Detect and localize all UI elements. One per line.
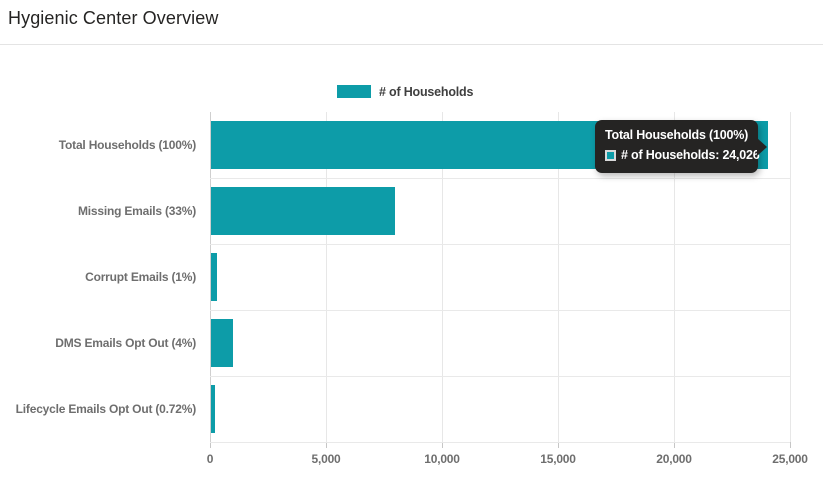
category-label: Lifecycle Emails Opt Out (0.72%) [15,402,197,416]
bar-dms-emails-opt-out-4[interactable] [211,319,234,367]
x-axis-tick-label: 25,000 [772,452,808,466]
bar-corrupt-emails-1[interactable] [211,253,217,301]
tooltip-value: # of Households: 24,026 [621,148,760,162]
row-separator [210,376,790,377]
page-title: Hygienic Center Overview [8,8,219,28]
vertical-gridline [442,112,443,442]
row-separator [210,178,790,179]
tooltip-arrow-icon [757,137,767,156]
bar-missing-emails-33[interactable] [211,187,395,235]
x-axis-tick-labels: 0 5,000 10,000 15,000 20,000 25,000 [206,452,808,468]
legend-item-households[interactable]: # of Households [337,84,473,99]
x-axis-tick-mark [790,442,791,448]
row-separator [210,310,790,311]
tooltip-title: Total Households (100%) [605,128,749,142]
vertical-gridline [674,112,675,442]
x-axis-tick-mark [442,442,443,448]
vertical-gridline [326,112,327,442]
tooltip-series-swatch-icon [605,149,616,161]
x-axis-tick-label: 5,000 [311,452,341,466]
vertical-gridline [558,112,559,442]
x-axis-tick-mark [326,442,327,448]
y-axis-category-labels: Total Households (100%) Missing Emails (3… [0,112,197,442]
tooltip: Total Households (100%) # of Households:… [595,120,767,173]
category-label: Missing Emails (33%) [77,204,196,218]
category-label: Corrupt Emails (1%) [85,270,196,284]
header-divider [0,44,823,45]
x-axis-tick-mark [210,442,211,448]
row-separator [210,244,790,245]
x-axis-tick-mark [558,442,559,448]
x-axis-tick-label: 0 [206,452,214,466]
category-label: DMS Emails Opt Out (4%) [55,336,196,350]
bar-lifecycle-emails-opt-out-0-72[interactable] [211,385,215,433]
category-label: Total Households (100%) [58,138,196,152]
legend-swatch-icon [337,85,371,98]
x-axis-tick-label: 10,000 [424,452,460,466]
vertical-gridline [790,112,791,442]
x-axis-baseline [210,442,790,443]
y-axis-line [210,112,211,442]
tooltip-row: # of Households: 24,026 [605,148,760,162]
legend-label: # of Households [379,84,474,99]
x-axis-tick-label: 20,000 [656,452,692,466]
x-axis-tick-mark [674,442,675,448]
x-axis-tick-label: 15,000 [540,452,576,466]
